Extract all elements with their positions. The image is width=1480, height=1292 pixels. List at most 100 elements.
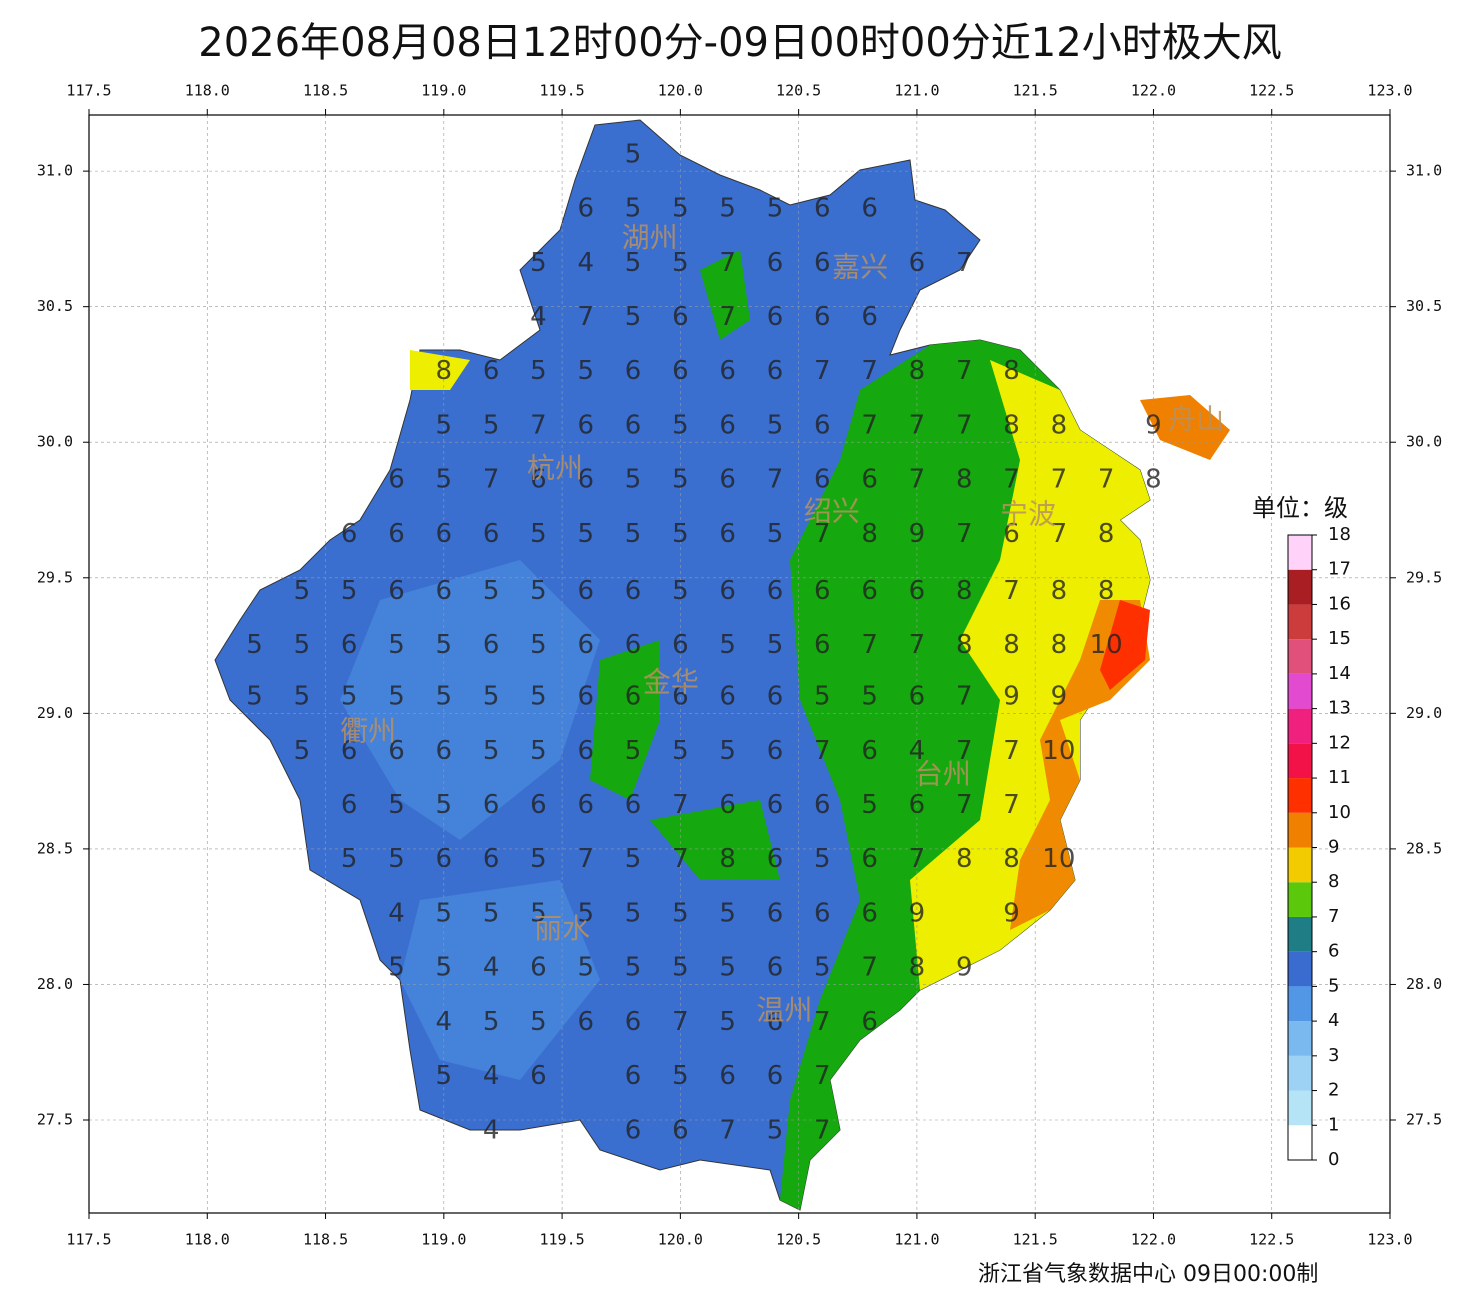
x-tick-label: 120.5 xyxy=(776,82,821,100)
station-value: 8 xyxy=(1051,630,1068,660)
station-value: 5 xyxy=(672,1061,689,1091)
y-tick-label: 31.0 xyxy=(1406,162,1442,180)
station-value: 7 xyxy=(1003,465,1020,495)
station-value: 8 xyxy=(1098,519,1115,549)
x-tick-label: 119.0 xyxy=(421,1231,466,1249)
station-value: 6 xyxy=(436,736,453,766)
station-value: 6 xyxy=(625,356,642,386)
station-value: 5 xyxy=(246,682,263,712)
station-value: 7 xyxy=(1003,576,1020,606)
station-value: 5 xyxy=(483,736,500,766)
station-value: 6 xyxy=(861,465,878,495)
station-value: 6 xyxy=(861,898,878,928)
station-value: 5 xyxy=(294,682,311,712)
station-value: 5 xyxy=(767,194,784,224)
station-value: 6 xyxy=(577,410,594,440)
x-tick-label: 118.5 xyxy=(303,1231,348,1249)
station-value: 10 xyxy=(1042,736,1075,766)
station-value: 7 xyxy=(956,790,973,820)
station-value: 8 xyxy=(956,844,973,874)
x-tick-label: 121.5 xyxy=(1013,1231,1058,1249)
station-value: 8 xyxy=(719,844,736,874)
station-value: 6 xyxy=(341,630,358,660)
station-value: 5 xyxy=(294,630,311,660)
station-value: 5 xyxy=(577,356,594,386)
station-value: 7 xyxy=(1051,519,1068,549)
legend-label: 6 xyxy=(1328,941,1339,962)
x-tick-label: 122.5 xyxy=(1249,1231,1294,1249)
station-value: 5 xyxy=(530,356,547,386)
station-value: 5 xyxy=(577,898,594,928)
station-value: 7 xyxy=(861,410,878,440)
station-value: 6 xyxy=(767,736,784,766)
station-value: 6 xyxy=(861,576,878,606)
station-value: 9 xyxy=(956,953,973,983)
legend-label: 11 xyxy=(1328,767,1351,788)
station-value: 5 xyxy=(625,465,642,495)
station-value: 6 xyxy=(767,1061,784,1091)
station-value: 9 xyxy=(1145,410,1162,440)
x-tick-label: 117.5 xyxy=(66,82,111,100)
station-value: 9 xyxy=(1051,682,1068,712)
station-value: 5 xyxy=(436,410,453,440)
station-value: 5 xyxy=(719,194,736,224)
station-value: 8 xyxy=(1098,576,1115,606)
station-value: 7 xyxy=(861,630,878,660)
station-value: 6 xyxy=(861,736,878,766)
station-value: 5 xyxy=(436,898,453,928)
station-value: 7 xyxy=(1003,736,1020,766)
legend-swatch xyxy=(1288,847,1312,883)
legend-label: 3 xyxy=(1328,1045,1339,1066)
station-value: 6 xyxy=(577,630,594,660)
station-value: 4 xyxy=(577,248,594,278)
station-value: 7 xyxy=(909,630,926,660)
station-value: 6 xyxy=(577,465,594,495)
x-tick-label: 123.0 xyxy=(1367,1231,1412,1249)
y-tick-label: 28.0 xyxy=(37,975,73,993)
legend-swatch xyxy=(1288,673,1312,709)
station-value: 4 xyxy=(483,1115,500,1145)
station-value: 6 xyxy=(767,576,784,606)
legend-swatch xyxy=(1288,916,1312,952)
station-value: 6 xyxy=(767,1007,784,1037)
station-value: 6 xyxy=(814,465,831,495)
station-value: 7 xyxy=(577,302,594,332)
station-value: 7 xyxy=(956,248,973,278)
station-value: 7 xyxy=(814,1061,831,1091)
legend-swatch xyxy=(1288,986,1312,1022)
station-value: 6 xyxy=(483,844,500,874)
station-value: 5 xyxy=(294,576,311,606)
station-value: 8 xyxy=(1051,576,1068,606)
station-value: 6 xyxy=(530,1061,547,1091)
station-value: 5 xyxy=(672,953,689,983)
station-value: 8 xyxy=(956,630,973,660)
station-value: 5 xyxy=(341,682,358,712)
station-value: 6 xyxy=(861,1007,878,1037)
legend-swatch xyxy=(1288,535,1312,570)
station-value: 6 xyxy=(672,302,689,332)
station-value: 5 xyxy=(530,248,547,278)
station-value: 5 xyxy=(767,630,784,660)
station-value: 5 xyxy=(719,1007,736,1037)
station-value: 7 xyxy=(719,248,736,278)
station-value: 5 xyxy=(530,844,547,874)
station-value: 6 xyxy=(625,630,642,660)
station-value: 5 xyxy=(814,844,831,874)
station-value: 6 xyxy=(577,736,594,766)
station-value: 6 xyxy=(577,682,594,712)
station-value: 5 xyxy=(388,630,405,660)
station-value: 8 xyxy=(956,465,973,495)
station-value: 6 xyxy=(861,194,878,224)
station-value: 6 xyxy=(814,576,831,606)
station-value: 5 xyxy=(436,1061,453,1091)
station-value: 4 xyxy=(483,953,500,983)
station-value: 6 xyxy=(719,465,736,495)
station-value: 5 xyxy=(814,682,831,712)
station-value: 5 xyxy=(530,576,547,606)
station-value: 5 xyxy=(672,519,689,549)
station-value: 5 xyxy=(483,576,500,606)
map-frame xyxy=(88,114,1391,1214)
legend-label: 2 xyxy=(1328,1080,1339,1101)
station-value: 5 xyxy=(767,1115,784,1145)
y-tick-label: 30.5 xyxy=(1406,297,1442,315)
